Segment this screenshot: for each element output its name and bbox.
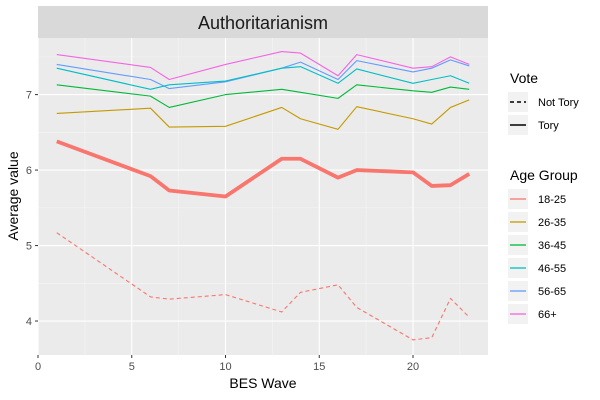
y-tick-label: 6 xyxy=(26,165,32,177)
x-axis: 0 5 10 15 20 xyxy=(35,355,419,373)
series-line-18-25-tory xyxy=(56,139,471,199)
grid xyxy=(37,38,488,355)
series-line-26-35-tory xyxy=(56,99,470,130)
y-tick-label: 4 xyxy=(26,316,32,328)
x-tick-label: 10 xyxy=(219,361,231,373)
legend-age-label: 66+ xyxy=(538,309,557,321)
legend-age-label: 36-45 xyxy=(538,240,566,252)
y-tick-label: 5 xyxy=(26,241,32,253)
y-tick-label: 7 xyxy=(26,90,32,102)
series-line-56-65-tory xyxy=(56,59,470,90)
legend-age-group: Age Group 18-25 26-35 36-45 46-55 56-65 66+ xyxy=(508,167,578,324)
plot-panel xyxy=(38,38,488,355)
legend-vote-title: Vote xyxy=(510,70,538,86)
y-axis: 4 5 6 7 xyxy=(26,90,38,328)
legend-age-label: 26-35 xyxy=(538,217,566,229)
x-tick-label: 5 xyxy=(129,361,135,373)
x-tick-label: 15 xyxy=(313,361,325,373)
series-line-36-45-tory xyxy=(56,84,470,108)
legend-age-label: 18-25 xyxy=(538,194,566,206)
x-axis-title: BES Wave xyxy=(229,375,296,391)
legend-vote-label: Not Tory xyxy=(538,97,579,109)
legend-age-label: 46-55 xyxy=(538,263,566,275)
legend-vote-label: Tory xyxy=(538,120,559,132)
chart-title: Authoritarianism xyxy=(198,13,328,33)
series-line-18-25-not-tory xyxy=(56,232,470,341)
x-tick-label: 0 xyxy=(35,361,41,373)
x-tick-label: 20 xyxy=(407,361,419,373)
y-axis-title: Average value xyxy=(5,151,21,240)
legend-age-label: 56-65 xyxy=(538,286,566,298)
strip-background xyxy=(38,6,488,38)
series-layer xyxy=(56,51,471,341)
series-line-66plus-tory xyxy=(56,51,470,81)
legend-age-group-title: Age Group xyxy=(510,167,578,183)
legend-vote: Vote Not Tory Tory xyxy=(508,70,579,135)
series-line-46-55-tory xyxy=(56,66,470,90)
